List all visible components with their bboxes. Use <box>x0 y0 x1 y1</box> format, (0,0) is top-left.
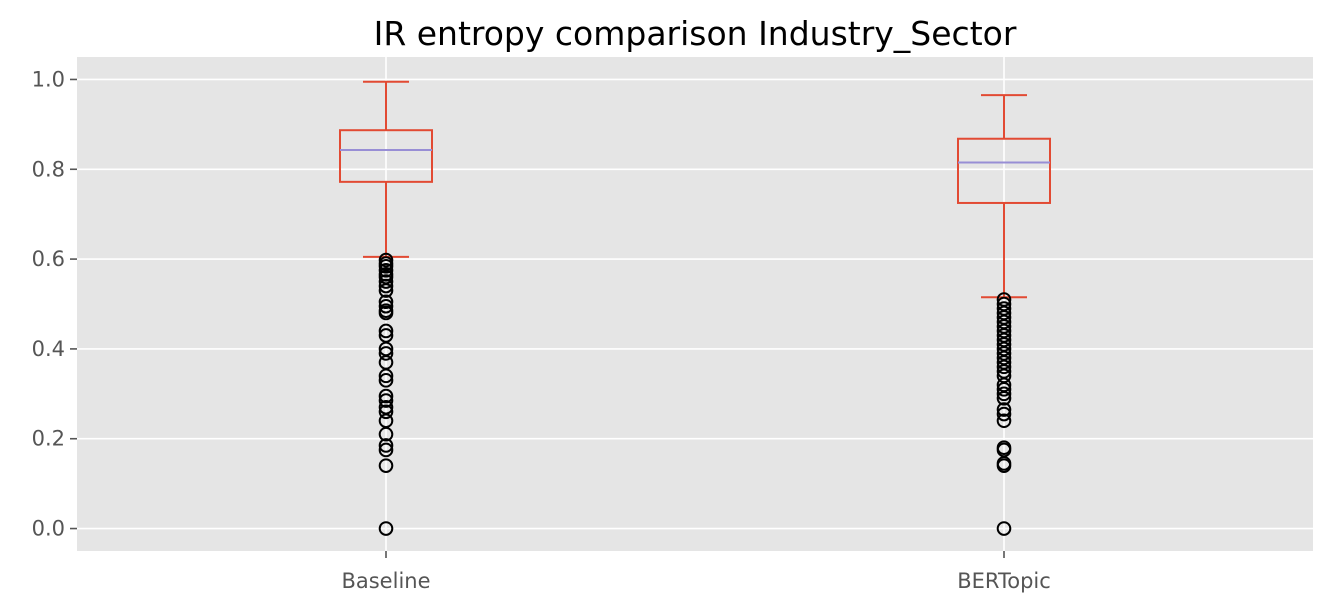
outlier-point <box>378 278 394 294</box>
chart-title: IR entropy comparison Industry_Sector <box>374 14 1017 53</box>
iqr-box <box>957 137 1051 204</box>
outlier-point <box>378 404 394 420</box>
outlier-point <box>996 391 1012 406</box>
plot-area <box>77 57 1313 551</box>
outlier-point <box>378 323 394 339</box>
y-tick-label: 0.4 <box>32 337 65 361</box>
outlier-point <box>378 263 394 278</box>
outlier-point <box>378 305 394 321</box>
outlier-point <box>378 274 394 289</box>
axes: 0.0 0.2 0.4 0.6 0.8 1.0 Baseline BERTopic <box>32 67 1051 593</box>
outlier-point <box>378 298 394 314</box>
outlier-point <box>378 294 394 310</box>
outlier-point <box>996 386 1012 402</box>
outlier-point <box>996 359 1012 375</box>
y-tick-label: 1.0 <box>32 67 65 91</box>
y-tick-label: 0.2 <box>32 427 65 451</box>
outlier-point <box>378 258 394 274</box>
outlier-point <box>996 402 1012 417</box>
x-tick-label: BERTopic <box>957 569 1051 593</box>
outlier-point <box>378 442 394 458</box>
outlier-point <box>378 521 394 536</box>
grid-lines <box>77 57 1313 551</box>
outlier-point <box>996 406 1012 422</box>
boxes <box>339 80 1051 536</box>
outlier-point <box>378 346 394 361</box>
outlier-point <box>378 458 394 473</box>
outlier-point <box>996 413 1012 429</box>
y-tick-label: 0.0 <box>32 517 65 541</box>
box-group <box>339 80 433 536</box>
outlier-point <box>996 458 1012 473</box>
outlier-point <box>378 373 394 388</box>
x-tick-label: Baseline <box>341 569 430 593</box>
box-group <box>957 94 1051 536</box>
outlier-point <box>378 368 394 384</box>
iqr-box <box>339 129 433 183</box>
outlier-point <box>378 393 394 408</box>
y-tick-label: 0.8 <box>32 157 65 181</box>
outlier-point <box>996 521 1012 536</box>
outlier-point <box>378 388 394 404</box>
outlier-point <box>996 382 1012 397</box>
outlier-point <box>378 426 394 442</box>
y-tick-label: 0.6 <box>32 247 65 271</box>
outlier-point <box>378 283 394 298</box>
outlier-point <box>378 438 394 453</box>
